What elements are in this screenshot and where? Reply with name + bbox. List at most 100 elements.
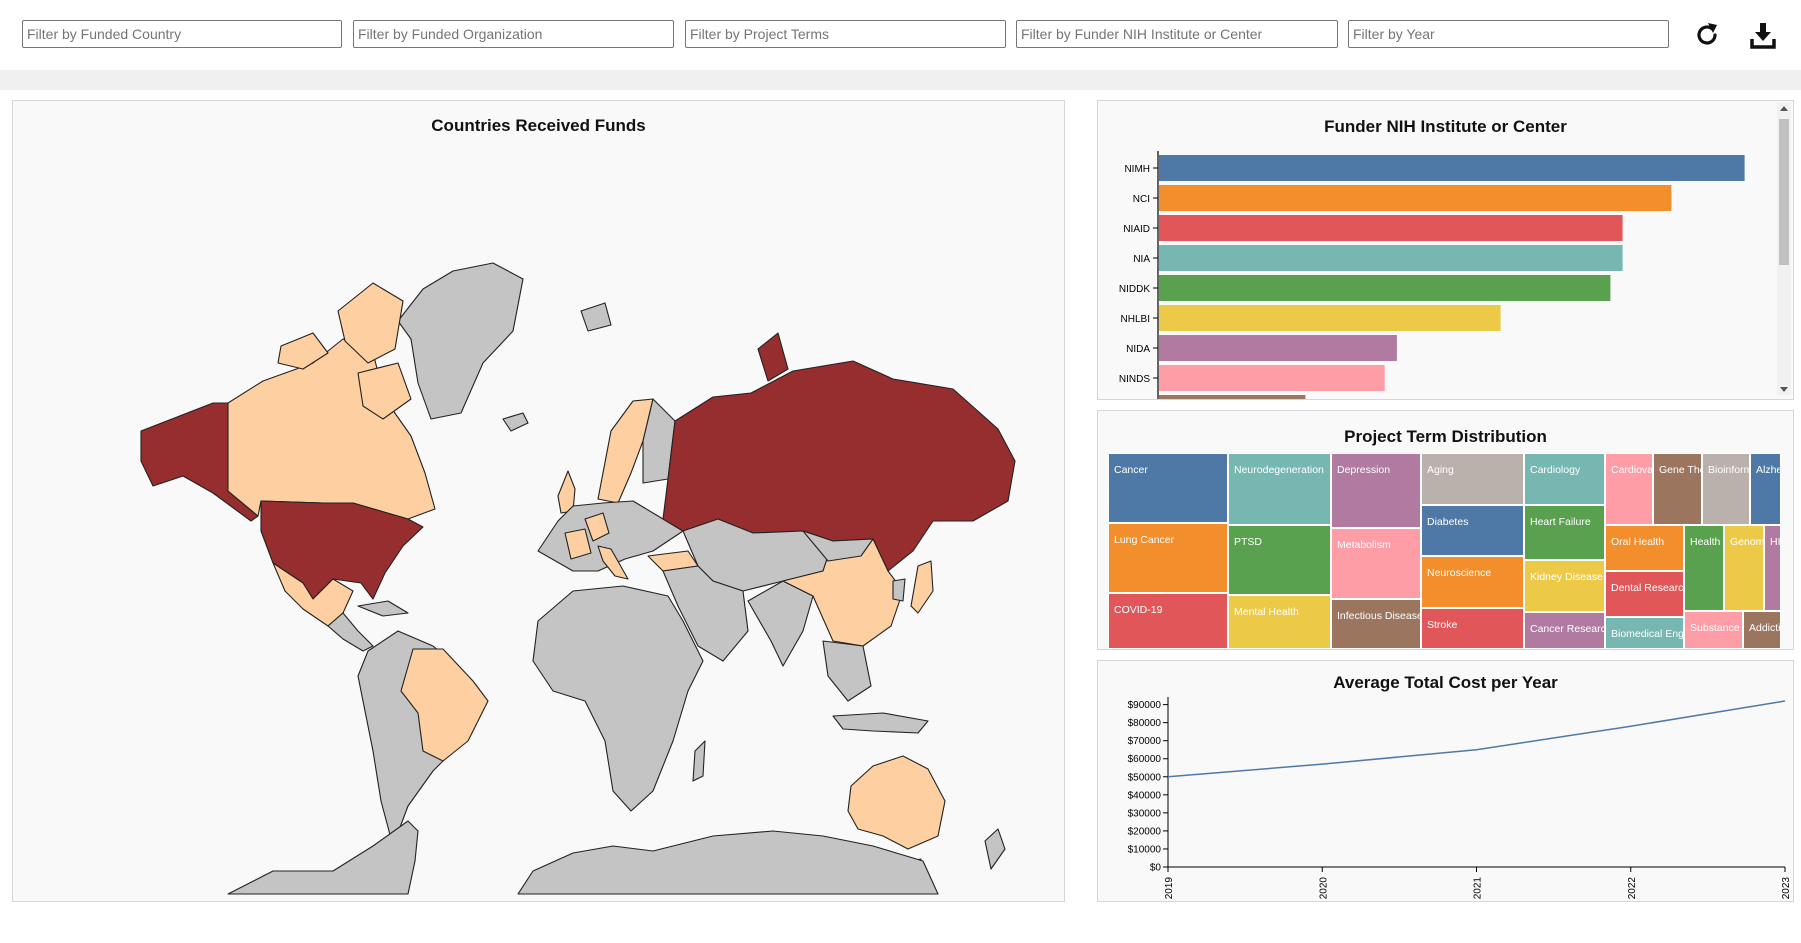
treemap-cell[interactable]: Oral Health [1605, 525, 1684, 571]
bar-NINDS[interactable] [1159, 365, 1385, 391]
treemap-cell[interactable]: Substance Abuse [1684, 611, 1743, 649]
treemap-cell[interactable]: Gene Therapy [1653, 453, 1702, 525]
treemap-cell-label: COVID-19 [1114, 604, 1163, 616]
region-caribbean[interactable] [357, 600, 409, 617]
treemap-cell-label: HIV [1770, 536, 1781, 548]
treemap-cell[interactable]: Depression [1331, 453, 1421, 528]
treemap-cell[interactable]: Dental Research [1605, 571, 1684, 617]
treemap-cell[interactable]: Lung Cancer [1108, 523, 1228, 593]
treemap-cell[interactable]: Diabetes [1421, 505, 1524, 556]
scroll-up-icon[interactable] [1780, 106, 1788, 111]
treemap-cell[interactable]: Metabolism [1331, 528, 1421, 599]
treemap-cell-label: Kidney Disease [1530, 571, 1603, 583]
bar-NIMH[interactable] [1159, 155, 1745, 181]
scroll-thumb[interactable] [1779, 119, 1789, 265]
region-antarctica-west[interactable] [227, 820, 419, 895]
country-uk[interactable] [557, 470, 576, 514]
treemap-cell[interactable]: Cancer Research [1524, 612, 1605, 649]
scroll-down-icon[interactable] [1780, 387, 1788, 392]
treemap-cell[interactable]: Aging [1421, 453, 1524, 505]
treemap-cell[interactable]: Addiction [1743, 611, 1781, 649]
treemap-cell[interactable]: Mental Health [1228, 595, 1331, 649]
funder-institute-filter[interactable] [1016, 20, 1338, 48]
institute-bar-chart: NIMH NCI NIAID NIA NIDDK NHLBI NIDA NINDS [1119, 151, 1745, 399]
region-southeast-asia[interactable] [822, 640, 872, 702]
bar-tick-label: NIDDK [1119, 284, 1150, 295]
treemap-cell-label: Health Disparities [1690, 536, 1723, 548]
country-canada[interactable] [227, 338, 436, 520]
country-mexico[interactable] [272, 562, 354, 627]
country-brazil[interactable] [400, 648, 489, 762]
country-italy[interactable] [597, 545, 629, 580]
treemap-cell-label: Heart Failure [1530, 516, 1591, 528]
term-title: Project Term Distribution [1344, 427, 1547, 446]
treemap-cell-label: Alzheimer [1756, 464, 1780, 476]
region-africa[interactable] [532, 585, 704, 812]
treemap-cell[interactable]: COVID-19 [1108, 593, 1228, 649]
treemap-cell[interactable]: Neurodegeneration [1228, 453, 1331, 525]
funded-country-filter[interactable] [22, 20, 342, 48]
region-antarctica-east[interactable] [517, 830, 939, 895]
treemap-cell[interactable]: Heart Failure [1524, 505, 1605, 560]
treemap-cell-label: Lung Cancer [1114, 534, 1175, 546]
bar-NIA[interactable] [1159, 245, 1623, 271]
country-madagascar[interactable] [692, 740, 706, 782]
refresh-button[interactable] [1690, 18, 1724, 52]
country-canada-island-3[interactable] [357, 362, 412, 420]
bar-item[interactable] [1159, 395, 1306, 399]
treemap-cell[interactable]: PTSD [1228, 525, 1331, 595]
cost-line[interactable] [1167, 700, 1786, 778]
country-russia-novaya[interactable] [757, 332, 789, 382]
treemap-cell[interactable]: Health Disparities [1684, 525, 1724, 611]
country-korea[interactable] [892, 578, 906, 602]
country-canada-islands[interactable] [337, 282, 404, 364]
country-canada-island-2[interactable] [277, 332, 329, 370]
treemap-cell[interactable]: Stroke [1421, 608, 1524, 649]
country-usa-alaska[interactable] [140, 402, 259, 522]
country-svalbard[interactable] [580, 302, 612, 332]
treemap-cell[interactable]: Biomedical Engineering [1605, 617, 1684, 649]
treemap-cell[interactable]: Cardiology [1524, 453, 1605, 505]
funded-organization-filter[interactable] [353, 20, 674, 48]
map-title: Countries Received Funds [431, 116, 646, 135]
y-tick-label: $30000 [1128, 808, 1162, 819]
treemap-cell[interactable]: Cardiovascular [1605, 453, 1653, 525]
treemap-cell[interactable]: HIV [1764, 525, 1781, 611]
x-tick-label: 2020 [1318, 877, 1329, 900]
treemap-cell[interactable]: Neuroscience [1421, 556, 1524, 608]
download-button[interactable] [1746, 18, 1780, 52]
country-greenland[interactable] [397, 262, 524, 420]
treemap-cell-label: Biomedical Engineering [1611, 628, 1684, 640]
y-tick-label: $20000 [1128, 826, 1162, 837]
region-central-america[interactable] [327, 612, 374, 652]
year-filter[interactable] [1348, 20, 1669, 48]
treemap-cell[interactable]: Genomics [1724, 525, 1764, 611]
bar-NHLBI[interactable] [1159, 305, 1501, 331]
country-mongolia[interactable] [802, 530, 874, 562]
treemap-cell-label: Metabolism [1337, 539, 1391, 551]
treemap-cell[interactable]: Cancer [1108, 453, 1228, 523]
treemap-cell[interactable]: Kidney Disease [1524, 560, 1605, 612]
x-tick-label: 2019 [1164, 877, 1175, 900]
country-iceland[interactable] [502, 412, 529, 432]
treemap-cell[interactable]: Infectious Diseases [1331, 599, 1421, 649]
country-france[interactable] [564, 528, 592, 560]
bar-NIDA[interactable] [1159, 335, 1397, 361]
bar-NCI[interactable] [1159, 185, 1672, 211]
bar-NIDDK[interactable] [1159, 275, 1611, 301]
country-australia[interactable] [847, 755, 946, 850]
x-tick-label: 2021 [1473, 877, 1484, 900]
region-middle-east[interactable] [662, 565, 749, 662]
country-germany[interactable] [584, 512, 610, 542]
treemap-cell-label: Neuroscience [1427, 567, 1492, 579]
bar-NIAID[interactable] [1159, 215, 1623, 241]
country-japan[interactable] [910, 560, 934, 614]
refresh-icon [1697, 23, 1717, 45]
country-india[interactable] [747, 580, 814, 667]
project-terms-filter[interactable] [685, 20, 1006, 48]
institute-scrollbar[interactable] [1777, 103, 1791, 395]
region-indonesia[interactable] [832, 712, 929, 734]
country-new-zealand[interactable] [984, 828, 1006, 870]
treemap-cell[interactable]: Bioinformatics [1702, 453, 1750, 525]
treemap-cell[interactable]: Alzheimer [1750, 453, 1781, 525]
